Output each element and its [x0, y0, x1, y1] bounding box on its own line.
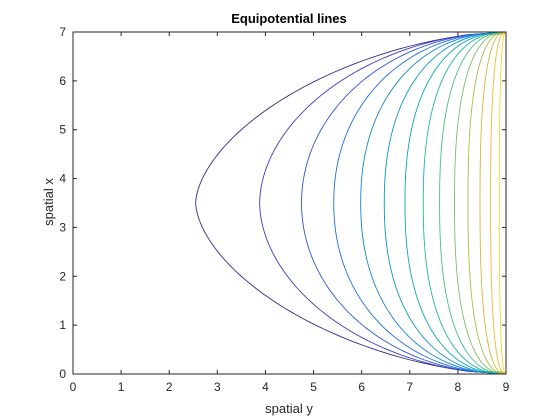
x-tick-label-6: 6 — [358, 380, 365, 394]
contour-line-13 — [490, 31, 507, 375]
x-axis-label: spatial y — [265, 401, 313, 416]
x-tick-label-5: 5 — [310, 380, 317, 394]
x-tick-label-2: 2 — [166, 380, 173, 394]
y-tick-label-6: 6 — [59, 74, 66, 88]
contour-line-11 — [467, 31, 507, 375]
y-tick-label-5: 5 — [59, 123, 66, 137]
x-axis-ticks: 0 1 2 3 4 5 6 7 8 9 — [70, 32, 510, 394]
y-tick-label-4: 4 — [59, 172, 66, 186]
contour-line-8 — [422, 31, 507, 375]
contour-line-14 — [498, 31, 507, 375]
contour-lines — [195, 31, 507, 375]
contour-line-7 — [404, 31, 507, 375]
contour-line-1 — [195, 31, 507, 375]
y-axis-ticks: 0 1 2 3 4 5 6 7 — [59, 25, 506, 381]
y-axis-label: spatial x — [41, 178, 56, 226]
contour-line-5 — [360, 31, 507, 375]
x-tick-label-1: 1 — [118, 380, 125, 394]
y-tick-label-1: 1 — [59, 318, 66, 332]
y-tick-label-7: 7 — [59, 25, 66, 39]
x-tick-label-9: 9 — [503, 380, 510, 394]
y-tick-label-0: 0 — [59, 367, 66, 381]
contour-line-6 — [383, 31, 507, 375]
contour-line-2 — [259, 31, 507, 375]
plot-area-border — [72, 31, 507, 375]
y-tick-label-3: 3 — [59, 220, 66, 234]
contour-line-9 — [439, 31, 507, 375]
contour-line-4 — [333, 31, 507, 375]
contour-line-10 — [454, 31, 507, 375]
x-tick-label-7: 7 — [406, 380, 413, 394]
contour-line-3 — [301, 31, 507, 375]
y-tick-label-2: 2 — [59, 269, 66, 283]
x-tick-label-8: 8 — [455, 380, 462, 394]
x-tick-label-3: 3 — [214, 380, 221, 394]
contour-line-12 — [479, 31, 507, 375]
x-tick-label-0: 0 — [70, 380, 77, 394]
chart-title: Equipotential lines — [231, 11, 347, 26]
x-tick-label-4: 4 — [262, 380, 269, 394]
